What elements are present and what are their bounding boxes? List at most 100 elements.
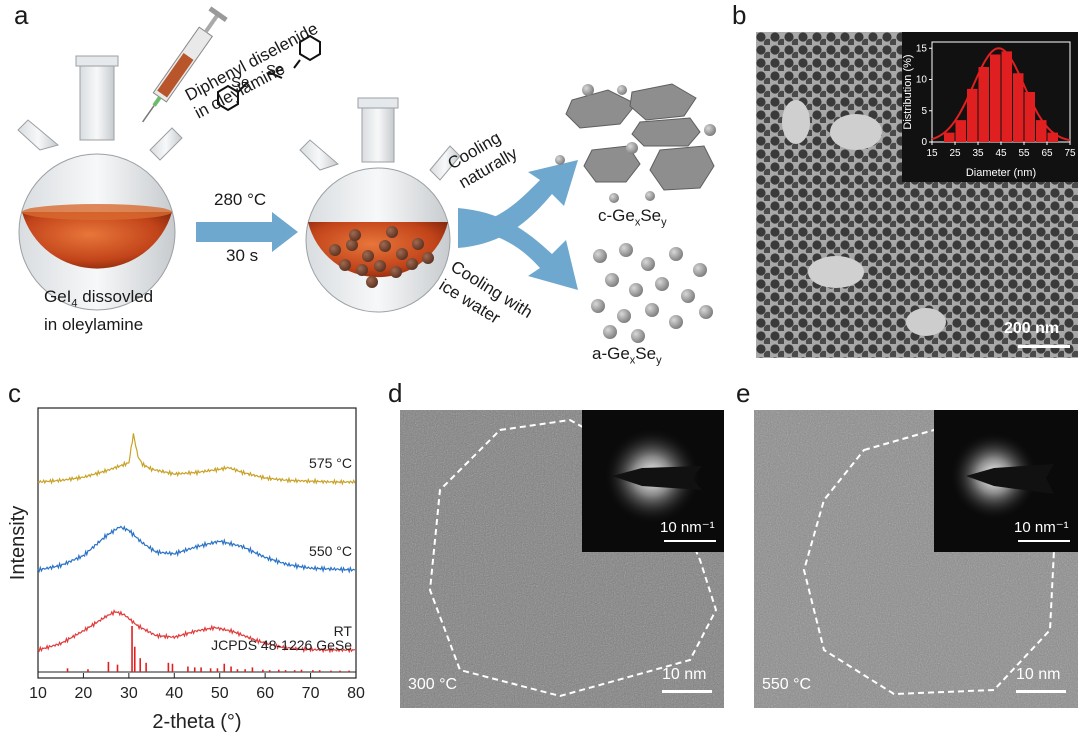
scale-bar-label-d: 10 nm — [662, 666, 707, 683]
histogram-bar — [1013, 73, 1024, 142]
pa-prefix: a-Ge — [592, 344, 630, 363]
syringe-icon — [142, 6, 228, 123]
inset-scale-bar-e — [1018, 540, 1070, 542]
se-label-left: Se — [231, 74, 250, 91]
reaction-arrow — [196, 212, 298, 252]
scale-bar-e — [1016, 690, 1066, 693]
temp-label-d: 300 °C — [408, 676, 458, 693]
saed-inset-e: 10 nm⁻¹ — [934, 410, 1078, 552]
panel-label-c: c — [8, 378, 21, 408]
synthesis-scheme — [17, 6, 716, 343]
histogram-x-tick-label: 45 — [995, 148, 1007, 159]
flask-middle — [299, 97, 461, 313]
xrd-series-line — [37, 433, 356, 486]
histogram-bar — [1001, 51, 1012, 142]
histogram-x-tick-label: 55 — [1018, 148, 1030, 159]
histogram-inset: 15 25 35 45 55 65 75 0 5 10 15 Diameter (nm) Distrib… — [902, 32, 1078, 182]
xrd-series-line — [37, 525, 356, 574]
xrd-ylabel: Intensity — [7, 506, 29, 580]
saed-pattern-e — [950, 432, 1054, 520]
precursor-rest: dissovled — [77, 287, 154, 306]
histogram-y-tick-label: 0 — [921, 137, 927, 148]
pa-mid: Se — [635, 344, 657, 363]
histogram-xlabel: Diameter (nm) — [966, 167, 1036, 179]
pc-suby: y — [661, 216, 667, 229]
histogram-x-tick-label: 25 — [949, 148, 961, 159]
inset-scale-label-e: 10 nm⁻¹ — [1014, 519, 1069, 536]
precursor-gei: GeI — [44, 287, 72, 306]
temp-label-e: 550 °C — [762, 676, 812, 693]
histogram-bar — [990, 54, 1001, 142]
xrd-frame — [37, 407, 357, 679]
tem-image-nanoparticles: 15 25 35 45 55 65 75 0 5 10 15 Diameter (nm) Distrib… — [756, 32, 1078, 358]
pc-subx: x — [634, 216, 641, 229]
histogram-x-tick-label: 15 — [926, 148, 938, 159]
histogram-x-tick-label: 75 — [1064, 148, 1076, 159]
histogram-bar — [1024, 92, 1035, 142]
histogram-fit-curve — [931, 47, 1071, 142]
histogram-bar — [1047, 132, 1058, 142]
histogram-bar — [967, 88, 978, 142]
saed-pattern-d — [604, 428, 702, 524]
histogram-bar — [1036, 120, 1047, 142]
xrd-x-tick-label: 10 — [29, 685, 47, 702]
xrd-series-label: 575 °C — [309, 455, 352, 471]
panel-label-e: e — [736, 378, 751, 408]
xrd-x-tick-label: 20 — [75, 685, 93, 702]
histogram-ylabel: Distribution (%) — [902, 54, 914, 129]
flask-left — [17, 55, 183, 311]
histogram-frame — [931, 41, 1071, 143]
reaction-temperature: 280 °C — [214, 190, 267, 209]
xrd-x-tick-label: 50 — [211, 685, 229, 702]
se-label-right: Se — [266, 62, 285, 79]
xrd-series-label: RT — [334, 623, 353, 639]
xrd-series-label: 550 °C — [309, 543, 352, 559]
histogram-x-tick-label: 65 — [1041, 148, 1053, 159]
histogram-bar — [944, 132, 955, 142]
scale-bar-b — [1018, 345, 1070, 348]
xrd-x-tick-label: 30 — [120, 685, 138, 702]
xrd-reference-label: JCPDS 48-1226 GeSe — [211, 637, 352, 653]
saed-inset-d: 10 nm⁻¹ — [582, 410, 724, 552]
hrtem-image-300: 10 nm⁻¹ 300 °C 10 nm — [400, 410, 724, 708]
precursor-line2: in oleylamine — [44, 315, 144, 335]
scale-bar-d — [662, 690, 712, 693]
panel-label-b: b — [732, 0, 747, 30]
pc-mid: Se — [640, 206, 662, 225]
hrtem-image-550: 10 nm⁻¹ 550 °C 10 nm — [754, 410, 1078, 708]
inset-scale-label-d: 10 nm⁻¹ — [660, 519, 715, 536]
histogram-y-tick-label: 5 — [921, 106, 927, 117]
diphenyl-diselenide-structure — [217, 34, 321, 112]
hrtem-texture-e — [754, 410, 1078, 708]
histogram-svg: 15 25 35 45 55 65 75 0 5 10 15 Diameter (nm) Distrib… — [902, 41, 1076, 179]
precursor-sub: 4 — [71, 297, 78, 310]
pa-subx: x — [629, 354, 636, 367]
product-amorphous-label: a-GexSey — [592, 344, 662, 366]
product-crystalline-label: c-GexSey — [598, 206, 667, 228]
pa-suby: y — [656, 354, 662, 367]
histogram-y-tick-label: 10 — [916, 75, 928, 86]
histogram-bar — [978, 67, 989, 142]
xrd-x-tick-label: 40 — [165, 685, 183, 702]
inset-scale-bar-d — [664, 540, 716, 542]
branch-arrows — [458, 160, 578, 290]
precursor-label: GeI4 dissovled in oleylamine — [44, 286, 153, 336]
scale-bar-label-e: 10 nm — [1016, 666, 1061, 683]
reaction-time: 30 s — [226, 246, 259, 265]
panel-label-d: d — [388, 378, 403, 408]
scale-bar-label-b: 200 nm — [1004, 320, 1060, 337]
xrd-x-tick-label: 80 — [347, 685, 365, 702]
xrd-xlabel: 2-theta (°) — [152, 711, 241, 733]
histogram-y-tick-label: 15 — [916, 43, 928, 54]
histogram-x-tick-label: 35 — [972, 148, 984, 159]
xrd-x-tick-label: 70 — [302, 685, 320, 702]
xrd-x-tick-label: 60 — [256, 685, 274, 702]
panel-label-a: a — [14, 0, 29, 30]
histogram-bar — [955, 120, 966, 142]
crystalline-product — [555, 83, 716, 203]
xrd-series-line — [37, 609, 356, 654]
particle-outline-d — [428, 418, 718, 698]
pc-prefix: c-Ge — [598, 206, 635, 225]
amorphous-product — [591, 243, 713, 343]
